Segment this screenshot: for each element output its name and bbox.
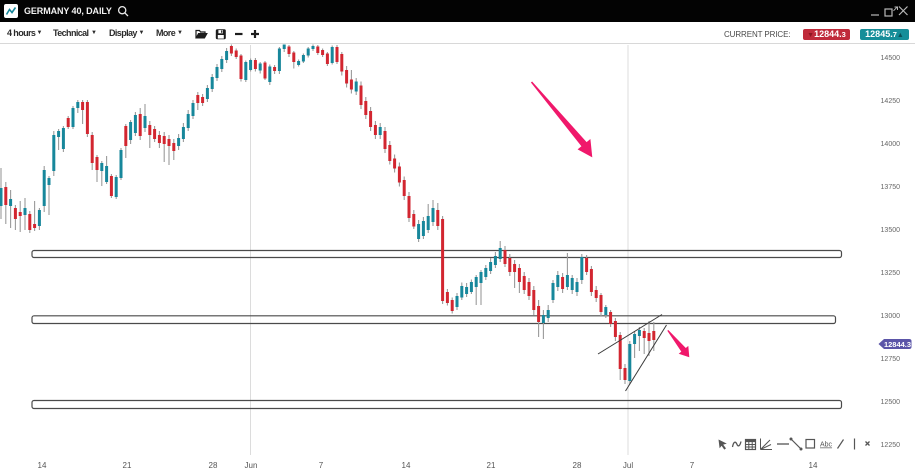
- svg-text:28: 28: [573, 461, 582, 470]
- svg-text:28: 28: [209, 461, 218, 470]
- svg-text:14: 14: [809, 461, 818, 470]
- svg-text:13000: 13000: [881, 313, 901, 320]
- svg-text:7: 7: [319, 461, 324, 470]
- svg-text:14500: 14500: [881, 55, 901, 62]
- svg-text:7: 7: [690, 461, 695, 470]
- svg-text:Jul: Jul: [623, 461, 633, 470]
- svg-text:Abc: Abc: [820, 442, 833, 449]
- svg-text:12750: 12750: [881, 356, 901, 363]
- svg-text:13500: 13500: [881, 227, 901, 234]
- svg-text:14: 14: [38, 461, 47, 470]
- svg-text:13250: 13250: [881, 270, 901, 277]
- svg-text:21: 21: [123, 461, 132, 470]
- svg-text:Jun: Jun: [245, 461, 258, 470]
- svg-text:21: 21: [487, 461, 496, 470]
- svg-text:13750: 13750: [881, 184, 901, 191]
- svg-text:14000: 14000: [881, 141, 901, 148]
- svg-text:12250: 12250: [881, 442, 901, 449]
- svg-text:12500: 12500: [881, 399, 901, 406]
- svg-text:14: 14: [402, 461, 411, 470]
- svg-text:14250: 14250: [881, 98, 901, 105]
- svg-text:12844.3: 12844.3: [884, 340, 911, 349]
